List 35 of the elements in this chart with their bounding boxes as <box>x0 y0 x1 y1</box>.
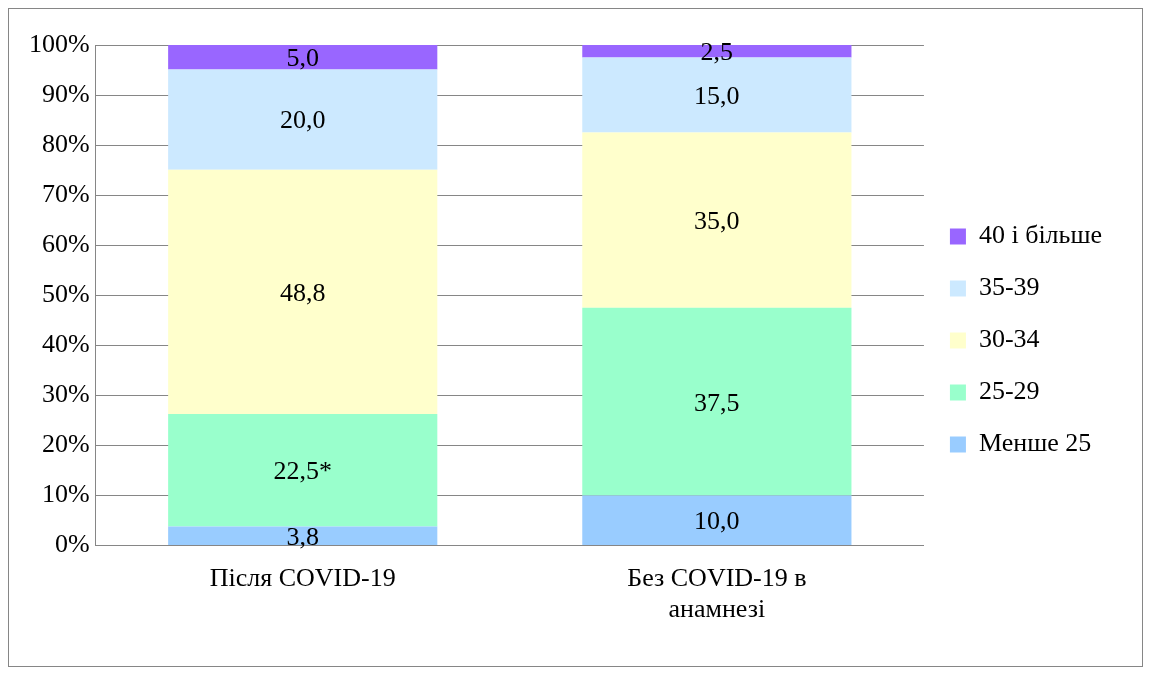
data-label: 3,8 <box>286 521 319 551</box>
y-tick-label: 20% <box>41 429 90 459</box>
data-label: 37,5 <box>694 387 740 417</box>
legend-label: 35-39 <box>978 272 1040 302</box>
data-label: 10,0 <box>694 506 740 536</box>
data-label: 15,0 <box>694 80 740 110</box>
y-tick-label: 80% <box>41 128 90 158</box>
legend-label: 40 і більше <box>978 220 1103 250</box>
bar <box>168 413 438 527</box>
y-tick-label: 100% <box>28 28 90 58</box>
bar <box>582 132 852 308</box>
bar <box>582 495 852 546</box>
y-tick-label: 90% <box>41 78 90 108</box>
bar <box>168 69 438 170</box>
y-tick-label: 70% <box>41 179 90 209</box>
x-tick-label: Без COVID-19 в анамнезі <box>627 563 807 624</box>
y-tick-label: 0% <box>54 529 90 559</box>
legend-label: 25-29 <box>978 376 1040 406</box>
data-label: 20,0 <box>279 105 326 135</box>
legend-label: Менше 25 <box>978 428 1092 458</box>
data-label: 48,8 <box>279 277 326 307</box>
y-tick-label: 10% <box>41 479 90 509</box>
y-tick-label: 40% <box>41 329 90 359</box>
bar <box>582 307 852 496</box>
data-label: 22,5* <box>273 456 332 486</box>
legend-label: 30-34 <box>978 324 1040 354</box>
data-label: 2,5 <box>700 37 734 67</box>
bar <box>168 45 438 70</box>
y-tick-label: 60% <box>41 229 90 259</box>
data-label: 5,0 <box>286 42 319 72</box>
x-tick-label: Після COVID-19 <box>209 563 396 593</box>
y-tick-label: 30% <box>41 379 90 409</box>
y-tick-label: 50% <box>41 279 90 309</box>
bar <box>168 169 438 414</box>
data-label: 35,0 <box>694 206 740 236</box>
